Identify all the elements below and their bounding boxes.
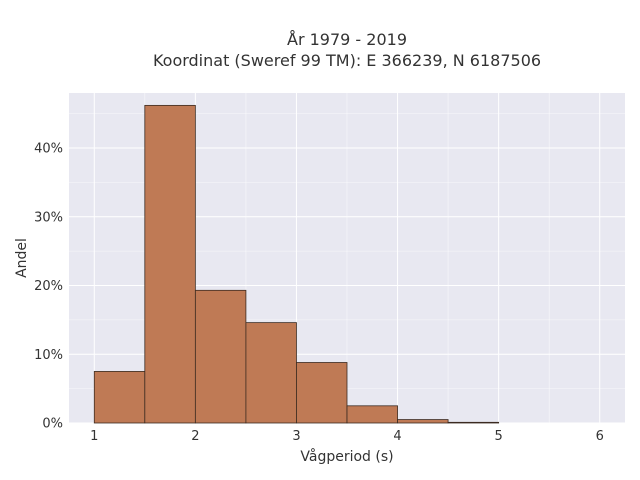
x-tick-label: 2 xyxy=(191,429,199,444)
histogram-bar xyxy=(194,289,247,424)
chart-title-line-2: Koordinat (Sweref 99 TM): E 366239, N 61… xyxy=(153,51,541,70)
histogram-bar xyxy=(245,322,297,424)
y-tick-label: 20% xyxy=(34,279,63,294)
y-axis-ticks: 0% 10% 20% 30% 40% xyxy=(34,142,63,432)
x-tick-label: 3 xyxy=(292,429,300,444)
x-tick-label: 5 xyxy=(494,429,502,444)
chart-title-line-1: År 1979 - 2019 xyxy=(287,30,407,49)
x-tick-label: 6 xyxy=(596,429,604,444)
histogram-bar xyxy=(447,421,500,424)
y-axis-label: Andel xyxy=(14,238,30,278)
x-axis-ticks: 1 2 3 4 5 6 xyxy=(90,429,604,444)
histogram-bar xyxy=(346,405,398,424)
histogram-bar xyxy=(144,104,196,424)
x-tick-label: 1 xyxy=(90,429,98,444)
grid xyxy=(69,93,625,424)
x-axis-label: Vågperiod (s) xyxy=(300,448,393,465)
y-tick-label: 40% xyxy=(34,142,63,157)
histogram-bar xyxy=(296,362,348,424)
y-tick-label: 10% xyxy=(34,348,63,363)
y-tick-label: 30% xyxy=(34,210,63,225)
histogram-bar xyxy=(397,419,449,424)
y-tick-label: 0% xyxy=(42,417,63,432)
bars xyxy=(93,104,500,424)
x-tick-label: 4 xyxy=(393,429,401,444)
histogram-bar xyxy=(93,371,146,424)
